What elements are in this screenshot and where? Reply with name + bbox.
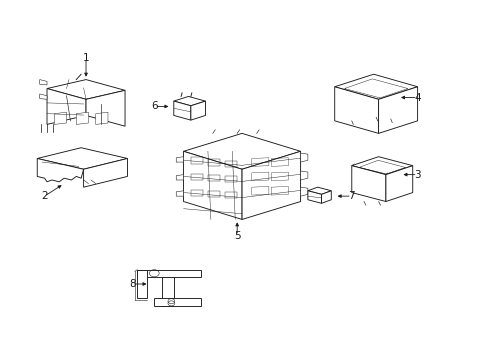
Polygon shape <box>83 158 127 187</box>
Polygon shape <box>137 270 147 298</box>
Polygon shape <box>54 112 66 125</box>
Text: 5: 5 <box>233 231 240 240</box>
Polygon shape <box>307 187 330 194</box>
Polygon shape <box>76 112 88 125</box>
Polygon shape <box>137 270 200 277</box>
Polygon shape <box>242 151 300 220</box>
Polygon shape <box>176 157 183 162</box>
Polygon shape <box>176 175 183 180</box>
Text: 3: 3 <box>413 170 420 180</box>
Text: 6: 6 <box>151 102 157 112</box>
Polygon shape <box>173 101 190 120</box>
Polygon shape <box>47 89 86 125</box>
Polygon shape <box>334 74 417 99</box>
Text: 2: 2 <box>41 191 48 201</box>
Text: 8: 8 <box>129 279 135 289</box>
Polygon shape <box>161 277 173 306</box>
Polygon shape <box>351 157 412 175</box>
Polygon shape <box>96 112 108 125</box>
Polygon shape <box>300 171 307 180</box>
Polygon shape <box>86 90 125 126</box>
Polygon shape <box>176 191 183 196</box>
Text: 1: 1 <box>82 53 89 63</box>
Polygon shape <box>37 148 127 169</box>
Polygon shape <box>40 80 47 85</box>
Polygon shape <box>385 166 412 202</box>
Text: 4: 4 <box>413 93 420 103</box>
Polygon shape <box>37 158 83 182</box>
Polygon shape <box>47 80 125 99</box>
Polygon shape <box>40 94 47 99</box>
Polygon shape <box>351 166 385 202</box>
Polygon shape <box>190 101 205 120</box>
Polygon shape <box>307 191 321 203</box>
Polygon shape <box>300 187 307 196</box>
Polygon shape <box>300 153 307 162</box>
Polygon shape <box>334 87 378 134</box>
Polygon shape <box>321 191 330 203</box>
Polygon shape <box>154 298 200 306</box>
Polygon shape <box>173 96 205 106</box>
Polygon shape <box>378 87 417 134</box>
Text: 7: 7 <box>348 191 354 201</box>
Polygon shape <box>183 151 242 220</box>
Polygon shape <box>183 134 300 169</box>
